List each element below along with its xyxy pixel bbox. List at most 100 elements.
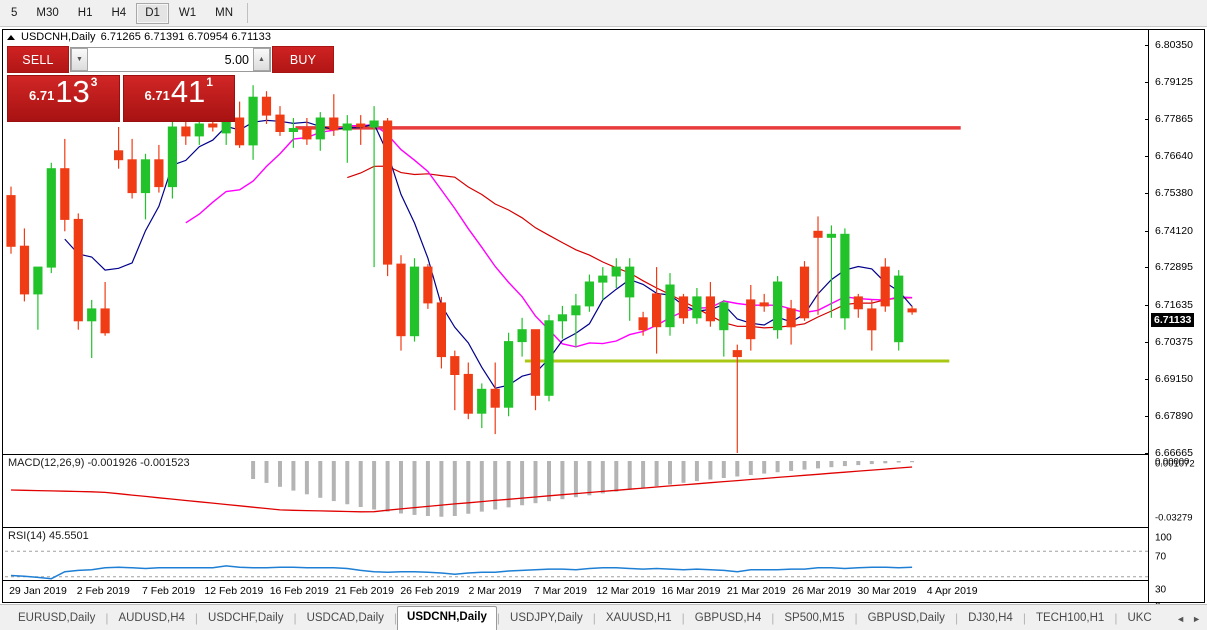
chevron-up-icon: ▲: [258, 56, 265, 63]
chart-tab-ukc[interactable]: UKC: [1127, 612, 1152, 624]
price-axis-tick: [1145, 155, 1149, 157]
chart-tab-usdcnh-daily[interactable]: USDCNH,Daily: [397, 606, 497, 630]
time-axis-label: 26 Feb 2019: [400, 585, 460, 597]
candle: [6, 186, 16, 254]
trade-panel-top-row: SELL ▼ ▲ BUY: [7, 46, 334, 73]
time-axis-label: 16 Mar 2019: [661, 585, 721, 597]
price-axis-label: 6.75380: [1155, 187, 1193, 200]
price-axis-tick: [1145, 81, 1149, 83]
candle: [840, 228, 850, 330]
sell-button[interactable]: SELL: [7, 46, 69, 73]
time-axis-label: 7 Mar 2019: [533, 585, 587, 597]
timeframe-button-d1[interactable]: D1: [136, 2, 169, 24]
candle: [490, 362, 500, 435]
candle: [60, 138, 70, 232]
time-axis[interactable]: 29 Jan 2019 2 Feb 2019 7 Feb 2019 12 Feb 20…: [3, 580, 1150, 602]
scroll-left-icon[interactable]: ◄: [1176, 614, 1186, 624]
chart-tab-tech100-h1[interactable]: TECH100,H1: [1035, 612, 1105, 624]
timeframe-button-m30[interactable]: M30: [36, 6, 59, 19]
candle: [598, 267, 608, 300]
timeframe-button-h4[interactable]: H4: [111, 6, 127, 19]
price-axis[interactable]: 6.80350 6.79125 6.77865 6.76640 6.75380 6.741…: [1145, 30, 1204, 613]
candle: [356, 115, 366, 145]
buy-button[interactable]: BUY: [272, 46, 334, 73]
rsi-pane[interactable]: RSI(14) 45.5501: [3, 527, 1150, 602]
candle: [450, 350, 460, 411]
candle: [826, 225, 836, 318]
chart-tab-gbpusd-h4[interactable]: GBPUSD,H4: [694, 612, 762, 624]
chart-tab-dj30-h4[interactable]: DJ30,H4: [968, 612, 1013, 624]
chart-tab-sp500-m15[interactable]: SP500,M15: [784, 612, 845, 624]
candle: [423, 264, 433, 309]
candle: [248, 85, 258, 160]
candle: [342, 115, 352, 163]
macd-pane[interactable]: MACD(12,26,9) -0.001926 -0.001523: [3, 454, 1150, 526]
chart-ohlc-values: 6.71265 6.71391 6.70954 6.71133: [100, 31, 272, 43]
volume-increase-button[interactable]: ▲: [253, 48, 270, 71]
scroll-right-icon[interactable]: ►: [1192, 614, 1201, 624]
price-axis-tick: [1145, 119, 1149, 121]
chart-tab-audusd-h4[interactable]: AUDUSD,H4: [118, 612, 185, 624]
tab-divider: |: [105, 611, 109, 625]
price-pane[interactable]: [3, 45, 1150, 453]
volume-field-group[interactable]: ▼ ▲: [70, 47, 271, 72]
candle: [167, 121, 178, 199]
volume-input[interactable]: [88, 48, 253, 71]
chart-tab-xauusd-h1[interactable]: XAUUSD,H1: [605, 612, 672, 624]
chart-symbol-label: USDCNH,Daily: [21, 31, 96, 43]
candle: [611, 258, 621, 288]
buy-price-pips: 41: [170, 74, 206, 109]
candle: [799, 261, 810, 321]
collapse-triangle-icon[interactable]: [7, 34, 15, 40]
timeframe-button-w1[interactable]: W1: [178, 6, 197, 19]
tab-divider: |: [194, 611, 199, 625]
sell-price-button[interactable]: 6.71 13 3: [7, 75, 120, 122]
chart-tab-usdcad-daily[interactable]: USDCAD,Daily: [306, 612, 384, 624]
candle: [383, 118, 393, 277]
rsi-label: RSI(14) 45.5501: [8, 530, 89, 542]
rsi-plot: [5, 550, 1148, 580]
tab-scroll-controls[interactable]: ◄ ►: [1170, 610, 1207, 630]
macd-axis-label: -0.03279: [1155, 512, 1193, 524]
chart-tab-usdjpy-daily[interactable]: USDJPY,Daily: [510, 612, 583, 624]
buy-price-prefix: 6.71: [144, 88, 170, 103]
time-axis-label: 29 Jan 2019: [9, 585, 67, 597]
price-axis-tick: [1145, 378, 1149, 380]
price-axis-tick: [1145, 342, 1149, 344]
chart-tab-bar[interactable]: EURUSD,Daily | AUDUSD,H4 | USDCHF,Daily | USDC…: [0, 604, 1207, 630]
volume-decrease-button[interactable]: ▼: [71, 48, 88, 71]
time-axis-label: 30 Mar 2019: [857, 585, 917, 597]
chart-tab-eurusd-daily[interactable]: EURUSD,Daily: [18, 612, 96, 624]
buy-price-button[interactable]: 6.71 41 1: [122, 74, 235, 122]
candle: [853, 293, 863, 318]
chart-tab-gbpusd-daily[interactable]: GBPUSD,Daily: [867, 612, 945, 624]
rsi-axis-label: 30: [1155, 584, 1167, 596]
timeframe-toolbar: 5 M30 H1 H4 D1 W1 MN: [0, 0, 1207, 27]
rsi-axis-label: 100: [1155, 532, 1172, 544]
tab-divider: |: [1114, 611, 1118, 625]
timeframe-button-5[interactable]: 5: [11, 6, 18, 19]
time-axis-label: 21 Mar 2019: [726, 585, 786, 597]
price-axis-label: 6.69150: [1155, 372, 1193, 385]
candle: [396, 255, 406, 351]
price-axis-label: 6.79125: [1155, 75, 1193, 88]
candle: [584, 274, 594, 312]
timeframe-button-mn[interactable]: MN: [215, 6, 234, 19]
price-axis-label: 6.66665: [1155, 447, 1193, 459]
candle: [665, 273, 675, 336]
tab-divider: |: [393, 611, 398, 625]
candle: [19, 228, 30, 302]
one-click-trading-panel[interactable]: SELL ▼ ▲ BUY 6.71 13 3 6.71 41 1: [7, 46, 334, 122]
time-axis-label: 4 Apr 2019: [926, 585, 978, 597]
candle: [571, 293, 581, 348]
candle: [369, 106, 379, 268]
candle: [678, 293, 689, 324]
timeframe-button-h1[interactable]: H1: [77, 6, 93, 19]
chart-tab-usdchf-daily[interactable]: USDCHF,Daily: [208, 612, 284, 624]
time-axis-label: 16 Feb 2019: [269, 585, 329, 597]
time-axis-label: 2 Mar 2019: [468, 585, 522, 597]
candle: [329, 94, 339, 136]
candle: [732, 344, 742, 453]
price-axis-label: 6.72895: [1155, 261, 1193, 274]
